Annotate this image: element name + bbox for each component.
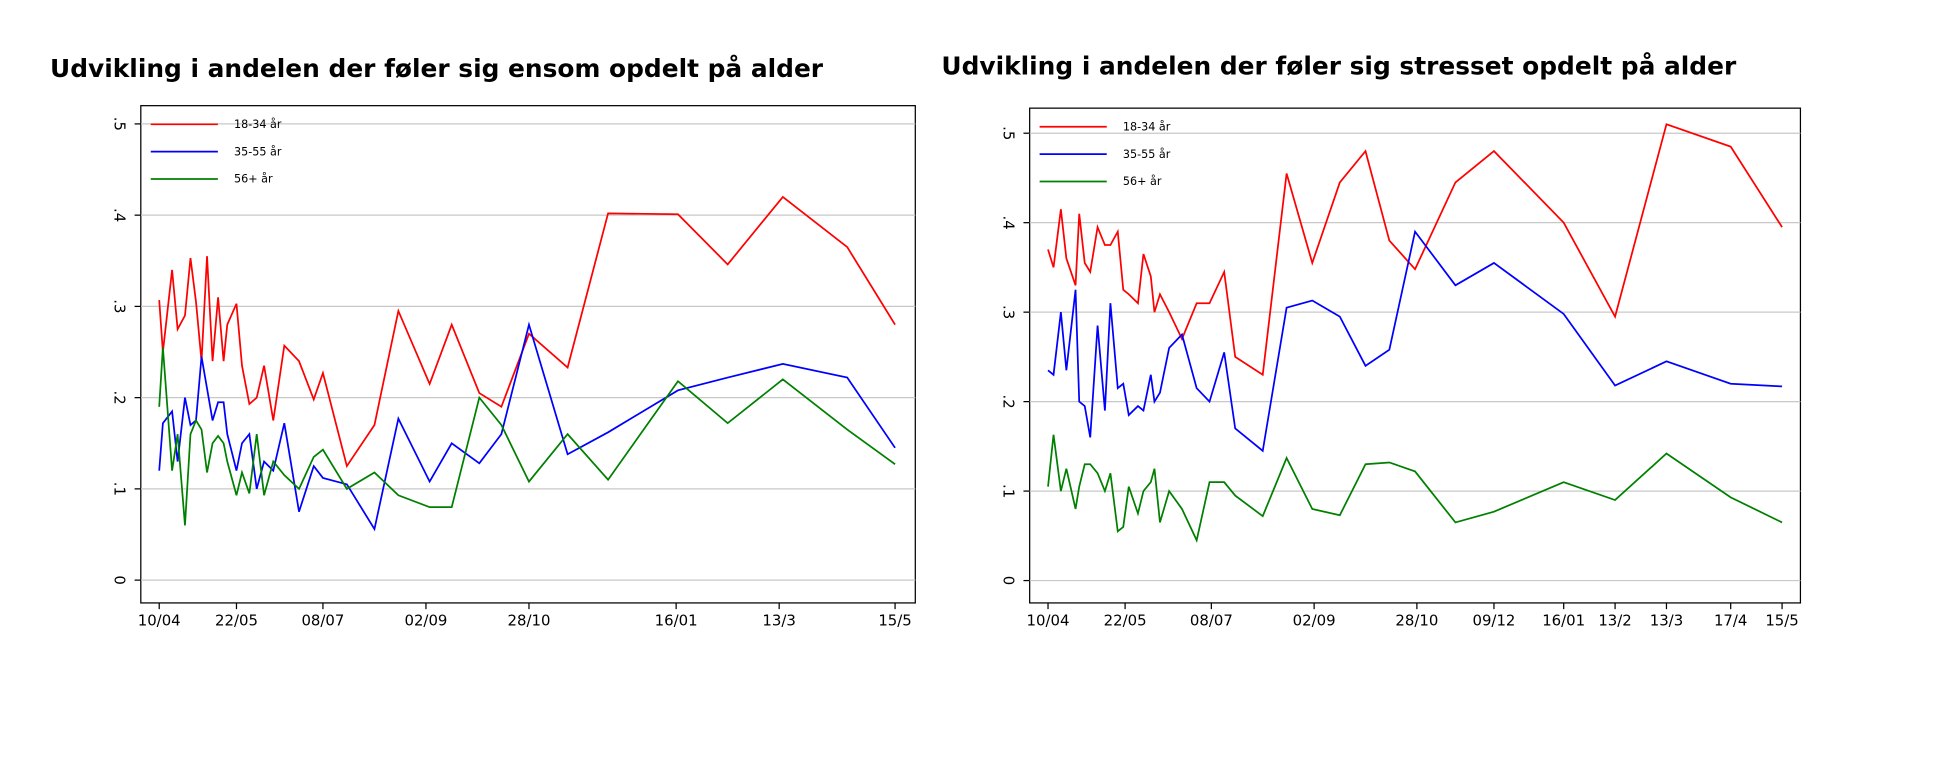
x-tick-label: 22/05 (215, 611, 258, 629)
x-tick-label: 10/04 (1027, 611, 1070, 629)
legend-label: 18-34 år (234, 118, 282, 131)
y-tick-label: .1 (110, 482, 128, 496)
y-tick-label: 0 (999, 576, 1017, 585)
x-tick-label: 16/01 (655, 611, 698, 629)
y-tick-label: .3 (999, 305, 1017, 319)
y-tick-label: .3 (110, 299, 128, 313)
y-tick-label: .1 (999, 484, 1017, 498)
legend-label: 56+ år (1123, 175, 1162, 188)
y-tick-label: .5 (110, 117, 128, 131)
x-tick-label: 13/3 (1650, 611, 1683, 629)
y-tick-label: .4 (110, 208, 128, 222)
x-tick-label: 09/12 (1472, 611, 1515, 629)
x-tick-label: 15/5 (878, 611, 911, 629)
legend-label: 18-34 år (1123, 121, 1171, 134)
x-tick-label: 16/01 (1542, 611, 1585, 629)
chart-title: Udvikling i andelen der føler sig ensom … (50, 54, 824, 83)
legend-label: 35-55 år (1123, 148, 1171, 161)
legend-label: 56+ år (234, 173, 273, 186)
x-tick-label: 08/07 (1190, 611, 1233, 629)
series-line (158, 321, 896, 532)
y-tick-label: 0 (110, 575, 128, 584)
y-tick-label: .5 (999, 126, 1017, 140)
x-tick-label: 28/10 (507, 611, 550, 629)
x-tick-label: 02/09 (1293, 611, 1336, 629)
x-tick-label: 28/10 (1395, 611, 1438, 629)
legend-label: 35-55 år (234, 145, 282, 158)
series-line (1047, 123, 1783, 377)
y-tick-label: .2 (999, 395, 1017, 409)
x-tick-label: 08/07 (301, 611, 344, 629)
y-tick-label: .2 (110, 391, 128, 405)
plot-frame (1029, 107, 1802, 604)
x-tick-label: 15/5 (1765, 611, 1798, 629)
plot-frame (140, 105, 916, 604)
x-tick-label: 13/3 (762, 611, 795, 629)
x-tick-label: 10/04 (138, 611, 181, 629)
x-tick-label: 13/2 (1598, 611, 1631, 629)
series-line (158, 347, 896, 526)
x-tick-label: 22/05 (1104, 611, 1147, 629)
x-tick-label: 02/09 (404, 611, 447, 629)
series-line (158, 195, 896, 469)
chart-title: Udvikling i andelen der føler sig stress… (941, 52, 1737, 81)
series-line (1047, 229, 1783, 453)
x-tick-label: 17/4 (1714, 611, 1747, 629)
series-line (1047, 434, 1783, 543)
y-tick-label: .4 (999, 216, 1017, 230)
